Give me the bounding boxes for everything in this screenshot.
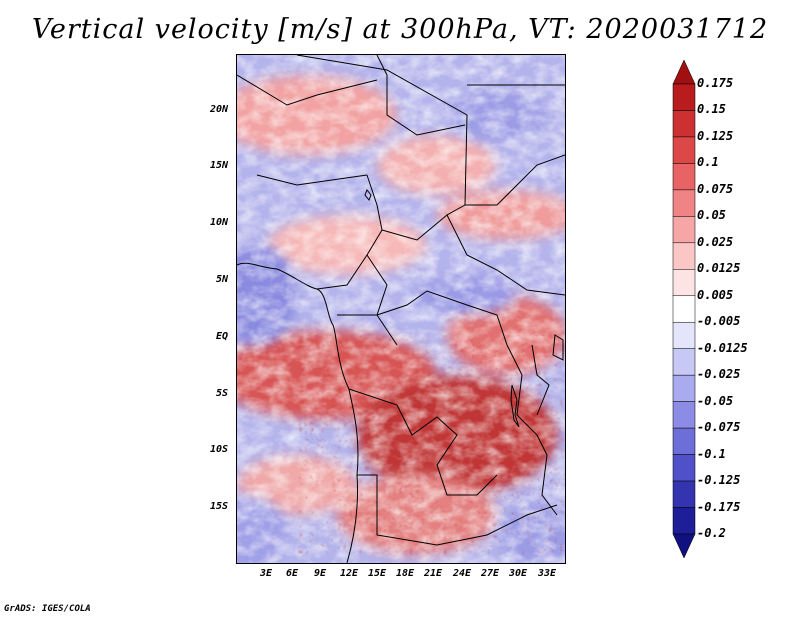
y-tick-label: 10S xyxy=(209,444,228,455)
colorbar-bin xyxy=(672,480,696,508)
colorbar-bin xyxy=(672,348,696,376)
colorbar-bin xyxy=(672,110,696,138)
velocity-map xyxy=(236,54,566,564)
x-tick-label: 24E xyxy=(452,568,472,579)
colorbar-label: 0.0125 xyxy=(697,261,741,276)
colorbar-bin xyxy=(672,269,696,297)
colorbar-label: -0.175 xyxy=(697,499,741,514)
colorbar-bin xyxy=(672,374,696,402)
x-tick-label: 12E xyxy=(339,568,359,579)
colorbar-bin xyxy=(672,60,696,85)
colorbar-label: -0.0125 xyxy=(697,340,748,355)
colorbar-bin xyxy=(672,427,696,455)
colorbar-label: 0.125 xyxy=(697,128,734,143)
x-tick-label: 9E xyxy=(313,568,327,579)
colorbar-bin xyxy=(672,189,696,217)
y-tick-label: 10N xyxy=(209,217,228,228)
y-tick-label: 5S xyxy=(215,388,228,399)
lakes xyxy=(364,189,564,428)
colorbar-bin xyxy=(672,83,696,111)
grads-credit: GrADS: IGES/COLA xyxy=(4,604,91,614)
colorbar-label: -0.1 xyxy=(697,446,726,461)
colorbar xyxy=(672,60,696,558)
y-tick-label: 15N xyxy=(209,160,228,171)
colorbar-label: 0.075 xyxy=(697,181,734,196)
x-tick-label: 21E xyxy=(423,568,443,579)
y-tick-label: 20N xyxy=(209,104,228,115)
map-field xyxy=(237,55,565,563)
colorbar-label: -0.125 xyxy=(697,473,741,488)
colorbar-bin xyxy=(672,454,696,482)
y-tick-label: 15S xyxy=(209,501,228,512)
y-tick-label: EQ xyxy=(215,331,228,342)
x-tick-label: 27E xyxy=(480,568,500,579)
colorbar-label: 0.175 xyxy=(697,76,734,90)
colorbar-bin xyxy=(672,321,696,349)
colorbar-label: -0.005 xyxy=(697,314,741,329)
colorbar-label: -0.05 xyxy=(697,393,734,408)
colorbar-label: 0.1 xyxy=(697,155,719,170)
colorbar-label: 0.005 xyxy=(697,287,734,302)
colorbar-bin xyxy=(672,507,696,535)
colorbar-bin xyxy=(672,295,696,323)
colorbar-bin xyxy=(672,242,696,270)
colorbar-label: -0.075 xyxy=(697,420,741,435)
chart-title: Vertical velocity [m/s] at 300hPa, VT: 2… xyxy=(31,14,769,45)
colorbar-label: -0.025 xyxy=(697,367,741,382)
colorbar-label: 0.05 xyxy=(697,208,726,223)
x-tick-label: 3E xyxy=(259,568,273,579)
colorbar-label: 0.15 xyxy=(697,102,726,117)
colorbar-bin xyxy=(672,163,696,191)
colorbar-bin xyxy=(672,216,696,244)
colorbar-bin xyxy=(672,401,696,429)
x-tick-label: 6E xyxy=(285,568,299,579)
colorbar-bin xyxy=(672,533,696,558)
y-tick-label: 5N xyxy=(215,274,228,285)
country-borders xyxy=(237,55,565,563)
colorbar-bin xyxy=(672,136,696,164)
colorbar-label: 0.025 xyxy=(697,234,734,249)
x-tick-label: 15E xyxy=(367,568,387,579)
colorbar-label: -0.2 xyxy=(697,526,726,540)
x-tick-label: 18E xyxy=(395,568,415,579)
x-tick-label: 33E xyxy=(537,568,557,579)
x-tick-label: 30E xyxy=(508,568,528,579)
